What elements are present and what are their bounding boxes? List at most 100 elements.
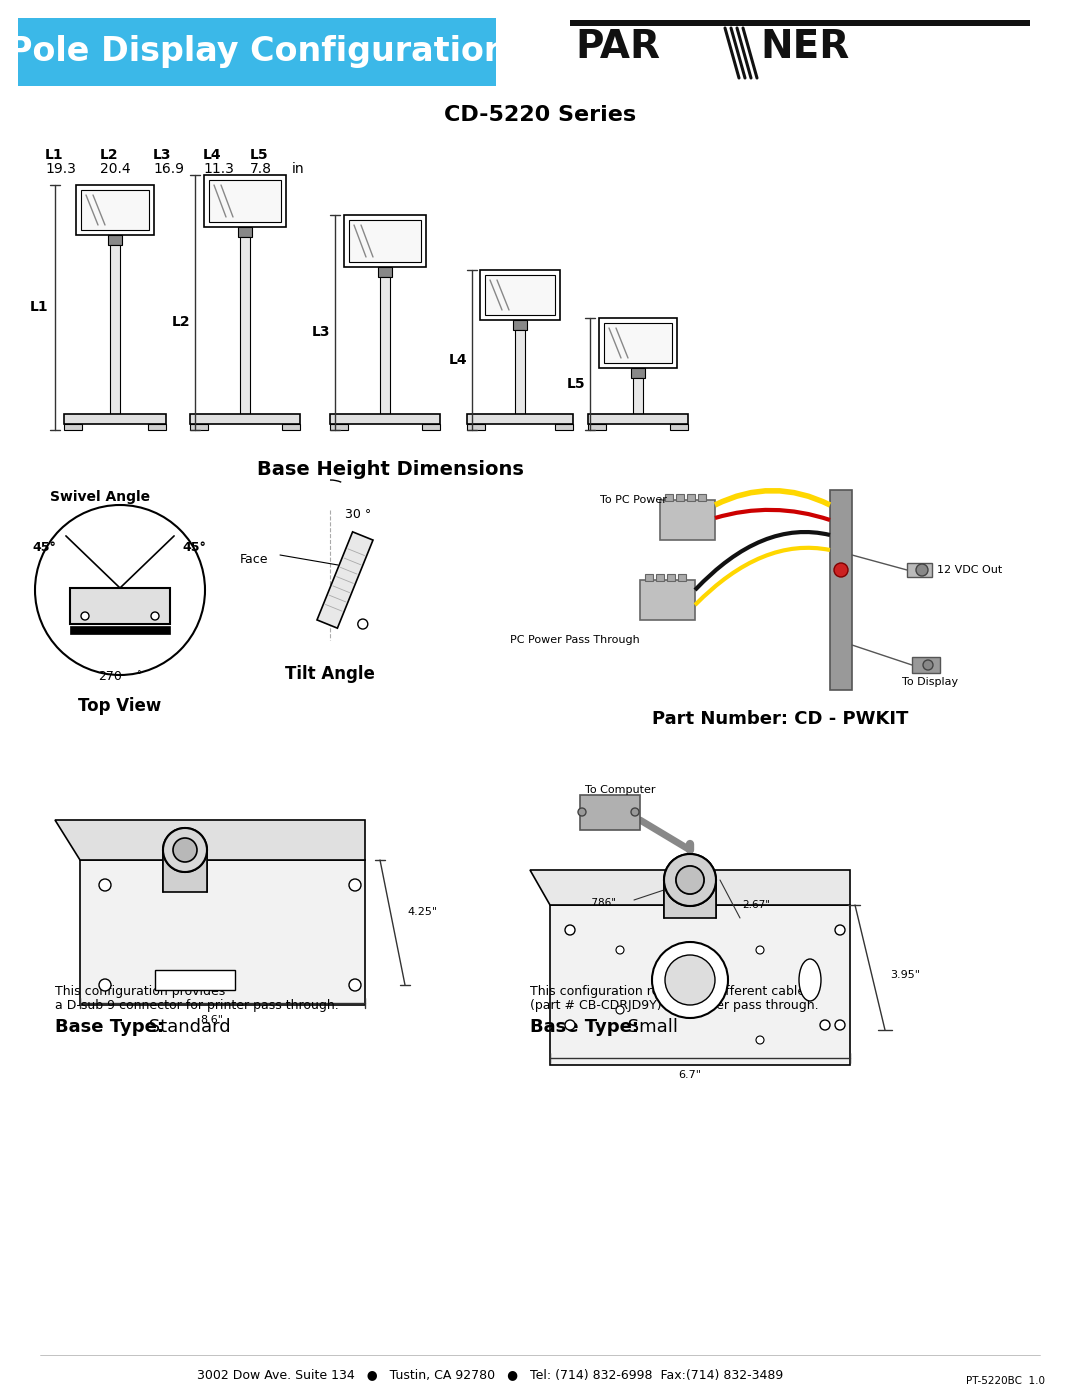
Bar [599,319,677,367]
Bar [108,235,122,244]
Circle shape [835,925,845,935]
Text: Pole Display Configuration: Pole Display Configuration [9,35,508,68]
Bar [670,425,688,430]
Bar [467,414,573,425]
Bar [238,226,252,237]
Text: L2: L2 [100,148,119,162]
Text: 19.3: 19.3 [45,162,76,176]
Bar [555,425,573,430]
Bar [467,425,485,430]
Text: NER: NER [760,28,849,66]
Text: To Display: To Display [902,678,958,687]
Text: Small: Small [622,1018,678,1037]
Bar [18,18,496,87]
Text: PAR: PAR [575,28,660,66]
Bar [345,215,426,267]
Bar [656,574,664,581]
Text: 3002 Dow Ave. Suite 134   ●   Tustin, CA 92780   ●   Tel: (714) 832-6998  Fax:(7: 3002 Dow Ave. Suite 134 ● Tustin, CA 927… [197,1368,783,1382]
Text: Base Type:: Base Type: [55,1018,164,1037]
Circle shape [820,1020,831,1030]
Bar [70,588,170,624]
Bar [163,849,207,893]
Bar [687,495,696,502]
Circle shape [676,866,704,894]
Circle shape [676,866,704,894]
Bar [588,425,606,430]
Circle shape [616,946,624,954]
Circle shape [35,504,205,675]
Circle shape [99,879,111,891]
Circle shape [565,925,575,935]
Circle shape [151,612,159,620]
Text: This configuration provides: This configuration provides [55,985,226,997]
Circle shape [349,879,361,891]
Text: L1: L1 [45,148,64,162]
Bar [190,425,208,430]
Circle shape [173,838,197,862]
Text: 12 VDC Out: 12 VDC Out [937,564,1002,576]
Polygon shape [530,870,850,905]
Circle shape [163,828,207,872]
Circle shape [923,659,933,671]
Circle shape [664,854,716,907]
Bar [190,414,300,425]
Bar [204,175,286,226]
Text: Base Type:: Base Type: [530,1018,639,1037]
Text: Top View: Top View [79,697,162,715]
Bar [76,184,154,235]
Circle shape [349,979,361,990]
Bar [665,495,673,502]
Bar [831,490,852,690]
Polygon shape [55,820,365,861]
Text: in: in [292,162,305,176]
Text: 45°: 45° [183,541,206,553]
Bar [570,20,1030,27]
Text: L3: L3 [153,148,172,162]
Circle shape [81,612,89,620]
Circle shape [756,946,764,954]
Bar [588,414,688,425]
Text: PC Power Pass Through: PC Power Pass Through [510,636,639,645]
Circle shape [578,807,586,816]
Circle shape [565,1020,575,1030]
Bar [912,657,940,673]
Text: °: ° [136,671,140,680]
Circle shape [163,828,207,872]
Circle shape [835,1020,845,1030]
Text: L5: L5 [249,148,269,162]
Text: 7.8: 7.8 [249,162,272,176]
Text: Base Height Dimensions: Base Height Dimensions [257,460,524,479]
Bar [349,219,421,263]
Circle shape [664,854,716,907]
Bar [156,970,235,990]
Text: L3: L3 [312,326,330,339]
Text: a D-sub 9 connector for printer pass through.: a D-sub 9 connector for printer pass thr… [55,999,339,1011]
Bar [64,414,166,425]
Text: (part # CB-CDRJD9Y) for printer pass through.: (part # CB-CDRJD9Y) for printer pass thr… [530,999,819,1011]
Bar [480,270,561,320]
Text: 270: 270 [98,671,122,683]
Text: 4.25": 4.25" [407,907,437,916]
Text: This configuration requires a different cable: This configuration requires a different … [530,985,805,997]
Bar [513,320,527,330]
Bar [698,495,706,502]
Text: 8.6": 8.6" [201,1016,224,1025]
Text: Face: Face [240,553,269,566]
Text: To PC Power: To PC Power [600,495,666,504]
Bar [678,574,686,581]
Bar [580,795,640,830]
Circle shape [756,1037,764,1044]
Bar [282,425,300,430]
Text: .786": .786" [589,898,617,908]
Bar [907,563,932,577]
Text: Tilt Angle: Tilt Angle [285,665,375,683]
Bar [485,275,555,314]
Bar [330,414,440,425]
Text: 6.7": 6.7" [678,1070,702,1080]
Bar [330,425,348,430]
Text: 11.3: 11.3 [203,162,234,176]
Text: 2.67": 2.67" [742,900,770,909]
Bar [660,500,715,541]
Bar [240,237,249,414]
Text: L5: L5 [567,377,585,391]
